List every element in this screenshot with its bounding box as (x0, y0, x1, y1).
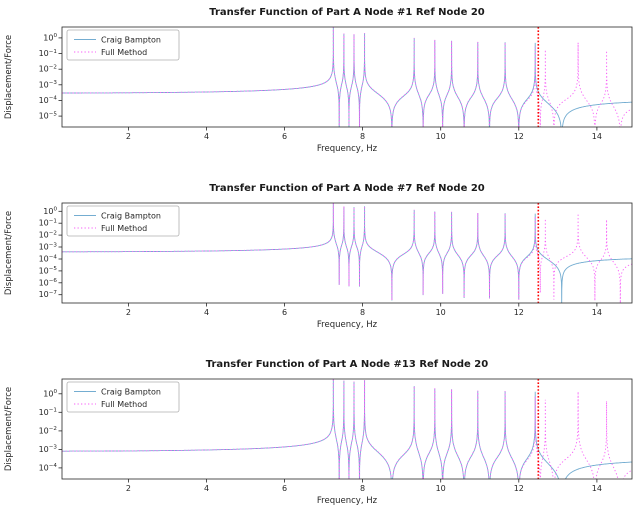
y-tick-label: 10−4 (39, 96, 58, 105)
legend-label: Craig Bampton (101, 211, 161, 220)
chart-canvas-node7: 2 4 6 8 10 12 14 100 10−1 10−2 10−3 10−4 10−5 10−6 10−… (4, 202, 633, 330)
y-tick-label: 10−3 (39, 445, 58, 454)
y-tick-label: 10−5 (39, 266, 58, 275)
chart-canvas-node13: 2 4 6 8 10 12 14 100 10−1 10−2 10−3 10−4 Frequency, … (4, 378, 633, 506)
chart-panel-node1: Transfer Function of Part A Node #1 Ref … (0, 0, 640, 176)
legend-label: Craig Bampton (101, 387, 161, 396)
y-tick-label: 10−2 (39, 426, 57, 435)
legend-label: Craig Bampton (101, 35, 161, 44)
y-tick-label: 10−1 (39, 49, 58, 58)
plot-series (62, 379, 632, 479)
axes-frame (61, 378, 633, 480)
x-tick-label: 4 (204, 308, 209, 317)
legend: Craig Bampton Full Method (66, 381, 180, 413)
x-tick-label: 10 (436, 484, 446, 493)
x-tick-label: 10 (436, 132, 446, 141)
x-tick-label: 4 (204, 132, 209, 141)
x-tick-label: 14 (592, 484, 602, 493)
x-tick-label: 8 (360, 484, 365, 493)
y-tick-label: 10−1 (39, 408, 58, 417)
y-tick-label: 10−3 (39, 242, 58, 251)
axes-frame (61, 202, 633, 304)
x-tick-label: 14 (592, 308, 602, 317)
x-tick-label: 10 (436, 308, 446, 317)
x-tick-label: 4 (204, 484, 209, 493)
y-tick-label: 10−4 (39, 254, 58, 263)
y-tick-label: 100 (43, 207, 57, 216)
y-tick-label: 10−2 (39, 230, 57, 239)
x-tick-label: 12 (514, 132, 524, 141)
x-tick-label: 6 (282, 484, 287, 493)
x-tick-label: 2 (126, 308, 131, 317)
x-axis-label: Frequency, Hz (317, 144, 378, 154)
x-tick-label: 2 (126, 132, 131, 141)
plot-series (62, 27, 632, 127)
chart-title-node7: Transfer Function of Part A Node #7 Ref … (209, 183, 485, 194)
chart-title-node13: Transfer Function of Part A Node #13 Ref… (205, 359, 489, 370)
legend-label: Full Method (101, 400, 147, 409)
legend: Craig Bampton Full Method (66, 29, 180, 61)
y-tick-label: 10−5 (39, 111, 58, 120)
x-tick-label: 12 (514, 308, 524, 317)
chart-canvas-node1: 2 4 6 8 10 12 14 100 10−1 10−2 10−3 10−4 10−5 Frequen… (4, 26, 633, 154)
x-tick-label: 12 (514, 484, 524, 493)
series-full-method (62, 203, 632, 303)
chart-panel-node7: Transfer Function of Part A Node #7 Ref … (0, 176, 640, 352)
series-full-method (62, 379, 632, 479)
legend-label: Full Method (101, 48, 147, 57)
y-tick-label: 10−6 (39, 278, 58, 287)
series-full-method (62, 27, 632, 127)
x-tick-label: 6 (282, 308, 287, 317)
x-tick-label: 2 (126, 484, 131, 493)
y-tick-label: 10−1 (39, 219, 58, 228)
y-tick-label: 10−4 (39, 463, 58, 472)
legend: Craig Bampton Full Method (66, 205, 180, 237)
x-tick-label: 8 (360, 132, 365, 141)
axes-frame (61, 26, 633, 128)
y-tick-label: 100 (43, 33, 57, 42)
y-axis-label: Displacement/Force (4, 211, 14, 295)
x-tick-label: 8 (360, 308, 365, 317)
chart-panel-node13: Transfer Function of Part A Node #13 Ref… (0, 352, 640, 528)
x-axis-label: Frequency, Hz (317, 496, 378, 506)
chart-title-node1: Transfer Function of Part A Node #1 Ref … (209, 7, 485, 18)
y-tick-label: 10−7 (39, 290, 58, 299)
y-tick-label: 100 (43, 389, 57, 398)
y-tick-label: 10−2 (39, 65, 57, 74)
legend-label: Full Method (101, 224, 147, 233)
x-tick-label: 14 (592, 132, 602, 141)
y-axis-label: Displacement/Force (4, 387, 14, 471)
x-tick-label: 6 (282, 132, 287, 141)
plot-series (62, 203, 632, 303)
y-tick-label: 10−3 (39, 80, 58, 89)
x-axis-label: Frequency, Hz (317, 320, 378, 330)
y-axis-label: Displacement/Force (4, 35, 14, 119)
